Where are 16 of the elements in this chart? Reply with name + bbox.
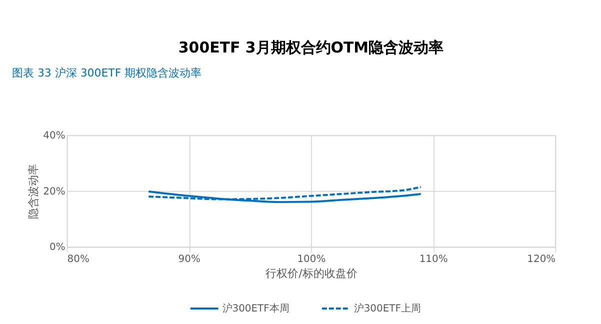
chart-title: 300ETF 3月期权合约OTM隐含波动率 bbox=[178, 38, 444, 56]
y-axis-title: 隐含波动率 bbox=[27, 164, 40, 219]
x-tick-label: 100% bbox=[297, 254, 326, 266]
legend-label: 沪300ETF本周 bbox=[222, 302, 290, 314]
x-axis-title: 行权价/标的收盘价 bbox=[266, 267, 358, 280]
text: 图表 33 沪深 300ETF 期权隐含波动率 bbox=[12, 66, 202, 80]
legend-label: 沪300ETF上周 bbox=[354, 302, 421, 314]
y-tick-label: 40% bbox=[43, 130, 66, 142]
line-series bbox=[148, 190, 422, 204]
line-series bbox=[148, 186, 422, 200]
x-tick-label: 110% bbox=[419, 254, 448, 266]
y-tick-label: 20% bbox=[43, 186, 66, 198]
x-tick-label: 120% bbox=[527, 254, 556, 266]
x-tick-label: 90% bbox=[178, 254, 200, 266]
y-tick-label: 0% bbox=[49, 242, 66, 254]
x-tick-label: 80% bbox=[67, 254, 90, 266]
